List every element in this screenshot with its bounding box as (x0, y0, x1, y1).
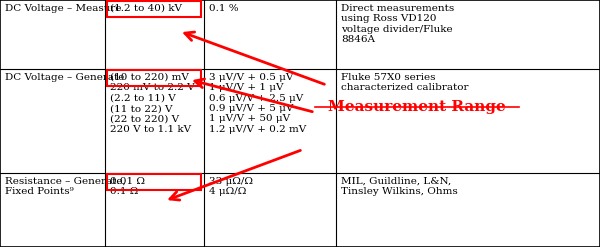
Bar (107, 1, 200, 17)
Text: MIL, Guildline, L&N,
Tinsley Wilkins, Ohms: MIL, Guildline, L&N, Tinsley Wilkins, Oh… (341, 177, 458, 196)
Text: DC Voltage – Generate: DC Voltage – Generate (5, 73, 124, 82)
Text: (10 to 220) mV
220 mV to 2.2 V
(2.2 to 11) V
(11 to 22) V
(22 to 220) V
220 V to: (10 to 220) mV 220 mV to 2.2 V (2.2 to 1… (110, 73, 194, 134)
Bar (107, 70, 200, 86)
Text: 0.1 %: 0.1 % (209, 4, 238, 13)
Text: 0.01 Ω
0.1 Ω: 0.01 Ω 0.1 Ω (110, 177, 145, 196)
Text: Measurement Range: Measurement Range (328, 101, 506, 114)
Text: (1.2 to 40) kV: (1.2 to 40) kV (110, 4, 182, 13)
Text: Fluke 57X0 series
characterized calibrator: Fluke 57X0 series characterized calibrat… (341, 73, 468, 92)
Text: 33 μΩ/Ω
4 μΩ/Ω: 33 μΩ/Ω 4 μΩ/Ω (209, 177, 253, 196)
Text: Resistance – Generate,
Fixed Points⁹: Resistance – Generate, Fixed Points⁹ (5, 177, 125, 196)
Text: 3 μV/V + 0.5 μV
1 μV/V + 1 μV
0.6 μV/V + 2.5 μV
0.9 μV/V + 5 μV
1 μV/V + 50 μV
1: 3 μV/V + 0.5 μV 1 μV/V + 1 μV 0.6 μV/V +… (209, 73, 306, 134)
Bar (107, 174, 200, 190)
Text: DC Voltage – Measure: DC Voltage – Measure (5, 4, 121, 13)
Text: Direct measurements
using Ross VD120
voltage divider/Fluke
8846A: Direct measurements using Ross VD120 vol… (341, 4, 454, 44)
